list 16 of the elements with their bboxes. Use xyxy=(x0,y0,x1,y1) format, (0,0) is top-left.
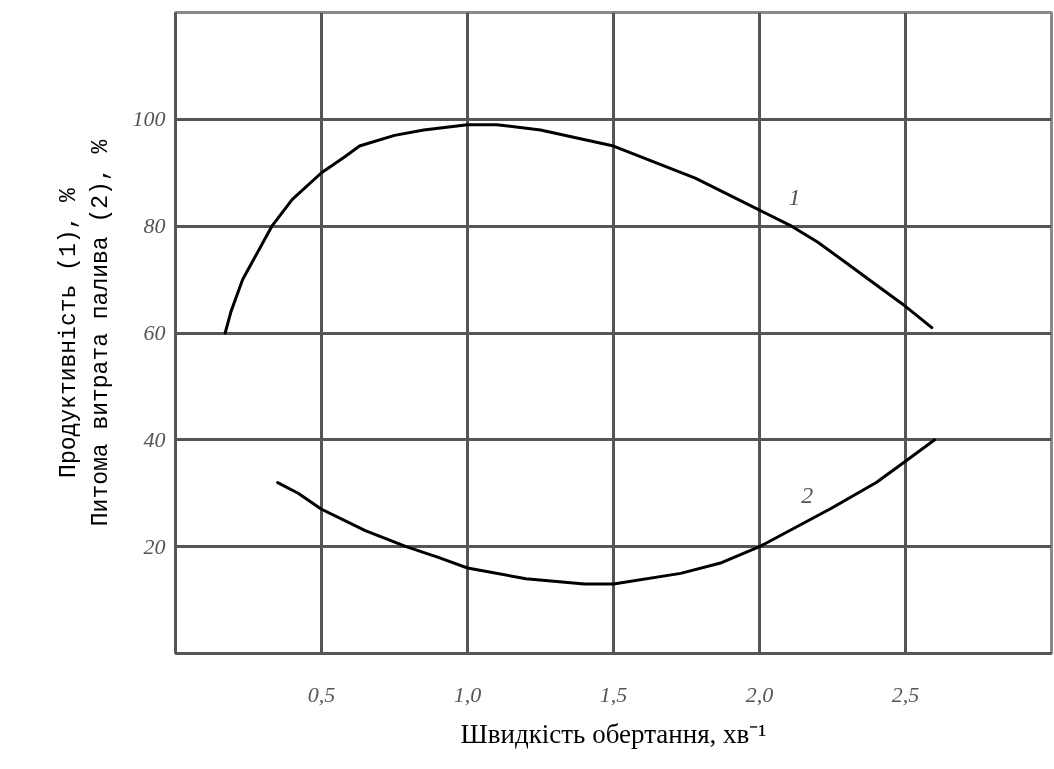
y-tick-label: 40 xyxy=(143,426,166,452)
x-tick-label: 1,5 xyxy=(599,681,628,707)
series-label: 2 xyxy=(801,481,814,508)
y-tick-label: 20 xyxy=(143,533,166,559)
series-label: 1 xyxy=(788,184,801,211)
y-tick-label: 100 xyxy=(132,106,166,132)
y-tick-label: 80 xyxy=(143,213,166,239)
x-tick-label: 2,5 xyxy=(891,681,920,707)
y-tick-label: 60 xyxy=(143,320,166,345)
line-series xyxy=(276,438,937,586)
x-tick-label: 2,0 xyxy=(745,681,774,707)
x-axis-title: Швидкість обертання, хв⁻¹ xyxy=(460,718,767,749)
y-axis-title: Продуктивність (1), % Питома витрата палива (2), % xyxy=(56,139,114,527)
line-series xyxy=(223,123,934,335)
x-tick-label: 1,0 xyxy=(453,681,482,707)
x-tick-label: 0,5 xyxy=(307,681,336,707)
